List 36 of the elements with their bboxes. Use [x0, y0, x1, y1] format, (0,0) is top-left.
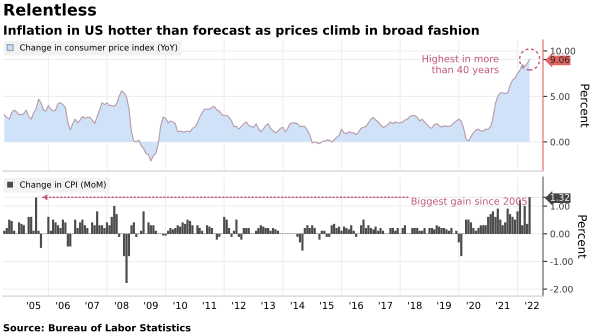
x-tick-label: '20	[466, 302, 480, 310]
y-tick-label: -1.00	[550, 258, 573, 265]
y-tick-label: 0.00	[550, 138, 570, 146]
x-tick-label: '05	[27, 302, 40, 310]
x-tick-label: '09	[144, 302, 158, 310]
x-tick-label: '07	[86, 302, 99, 310]
y-tick-label: 10.00	[550, 48, 576, 54]
x-tick-label: '08	[114, 302, 128, 310]
x-tick-label: '11	[202, 302, 216, 309]
x-tick-label: '16	[350, 302, 364, 310]
legend-label: Change in consumer price index (YoY)	[20, 44, 178, 52]
x-tick-label: '22	[525, 302, 539, 309]
source-note: Source: Bureau of Labor Statistics	[4, 324, 191, 332]
x-tick-label: '21	[496, 302, 510, 309]
x-tick-label: '13	[262, 302, 275, 310]
y-tick-label: 1.00	[550, 202, 570, 210]
annotation: Highest in more than 40 years	[422, 54, 499, 76]
annotation: Biggest gain since 2005	[412, 197, 527, 207]
x-tick-label: '10	[174, 302, 188, 310]
x-tick-label: '14	[290, 302, 304, 309]
y-axis-title: Percent	[578, 216, 587, 258]
y-tick-label: 0.00	[550, 230, 570, 238]
x-tick-label: '06	[56, 302, 70, 310]
legend-label: Change in CPI (MoM)	[20, 181, 106, 190]
x-tick-label: '12	[232, 302, 246, 309]
y-tick-label: 5.00	[550, 93, 570, 100]
x-tick-label: '18	[408, 302, 422, 310]
x-tick-label: '19	[437, 302, 451, 310]
chart-subtitle: Inflation in US hotter than forecast as prices climb in broad fashion	[4, 25, 479, 38]
y-tick-label: -2.00	[550, 286, 573, 293]
y-tick-label: 9.06	[550, 56, 570, 64]
x-tick-label: '15	[320, 302, 334, 310]
y-tick-label: 1.32	[550, 194, 570, 201]
y-axis-title: Percent	[580, 84, 590, 128]
x-tick-label: '17	[378, 302, 392, 309]
chart-title: Relentless	[4, 3, 96, 16]
